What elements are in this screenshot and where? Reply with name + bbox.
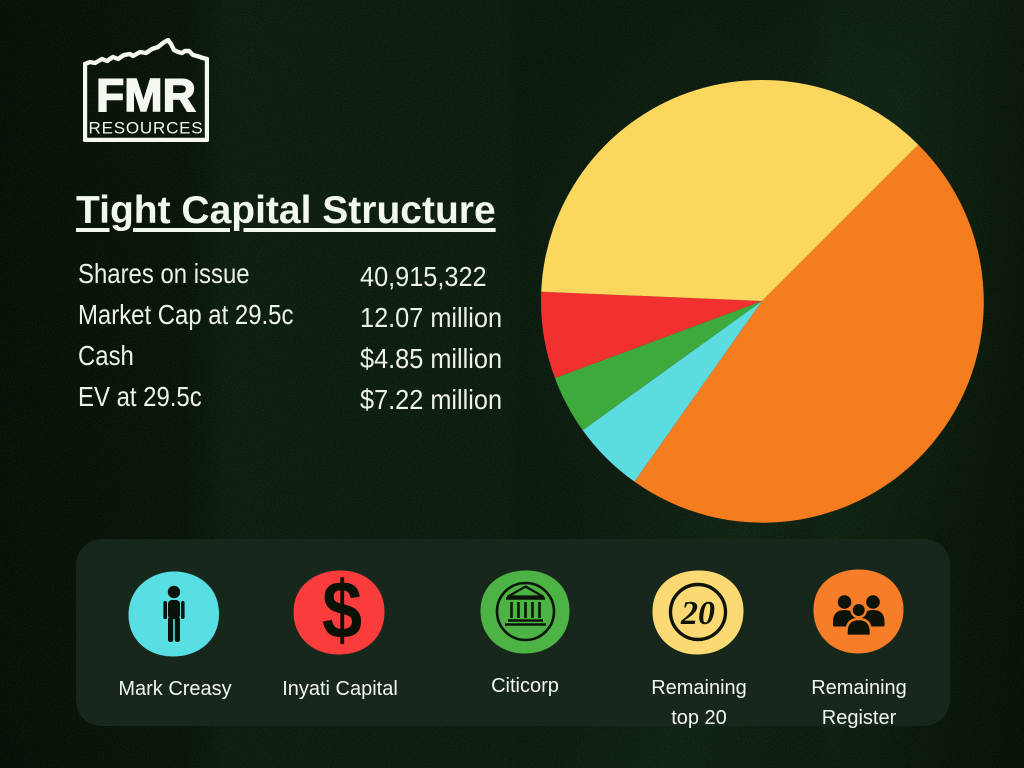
svg-text:$: $ [322, 570, 362, 655]
svg-text:RESOURCES: RESOURCES [89, 119, 204, 138]
svg-text:20: 20 [680, 595, 715, 632]
svg-text:FMR: FMR [96, 69, 196, 121]
